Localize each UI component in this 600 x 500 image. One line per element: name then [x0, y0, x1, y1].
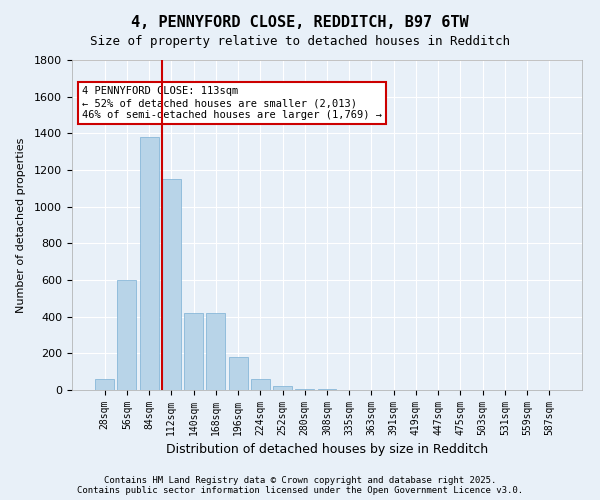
Bar	[251, 379, 270, 390]
Text: Contains HM Land Registry data © Crown copyright and database right 2025.
Contai: Contains HM Land Registry data © Crown c…	[77, 476, 523, 495]
Text: 4, PENNYFORD CLOSE, REDDITCH, B97 6TW: 4, PENNYFORD CLOSE, REDDITCH, B97 6TW	[131, 15, 469, 30]
Text: Size of property relative to detached houses in Redditch: Size of property relative to detached ho…	[90, 35, 510, 48]
Bar	[295, 389, 314, 390]
Bar	[184, 313, 203, 390]
Bar	[118, 280, 136, 390]
Bar	[206, 313, 225, 390]
X-axis label: Distribution of detached houses by size in Redditch: Distribution of detached houses by size …	[166, 444, 488, 456]
Text: 4 PENNYFORD CLOSE: 113sqm
← 52% of detached houses are smaller (2,013)
46% of se: 4 PENNYFORD CLOSE: 113sqm ← 52% of detac…	[82, 86, 382, 120]
Bar	[229, 357, 248, 390]
Bar	[95, 379, 114, 390]
Bar	[162, 179, 181, 390]
Bar	[140, 137, 158, 390]
Y-axis label: Number of detached properties: Number of detached properties	[16, 138, 26, 312]
Bar	[273, 386, 292, 390]
